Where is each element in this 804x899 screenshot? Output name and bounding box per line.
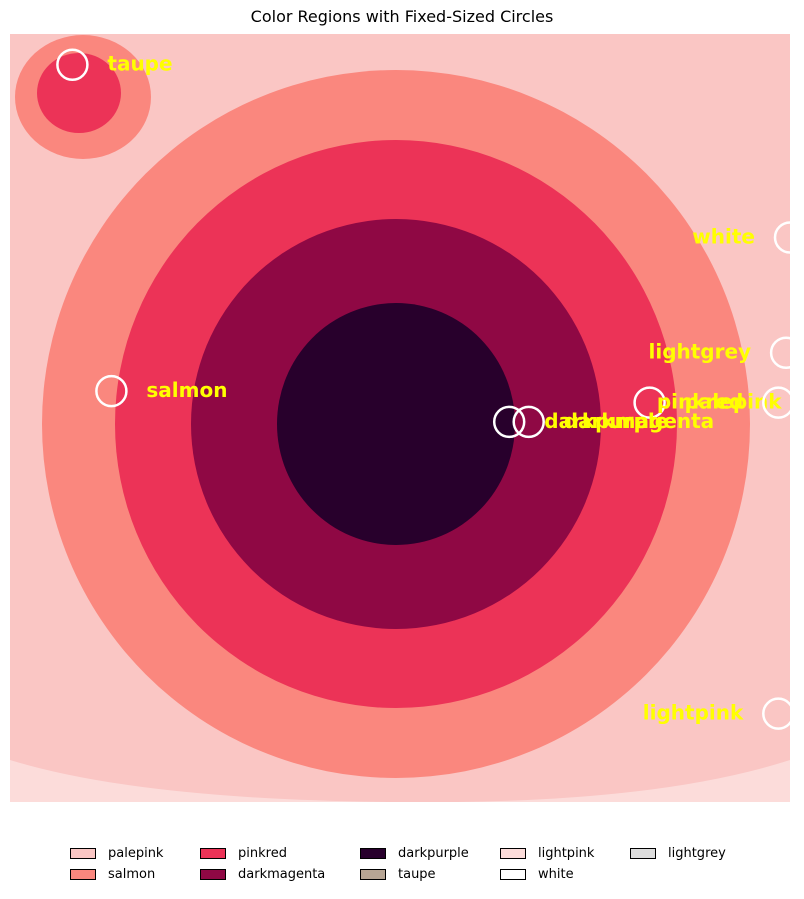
legend-swatch	[360, 868, 386, 880]
legend-swatch	[200, 868, 226, 880]
legend-swatch	[360, 847, 386, 859]
circle-label-darkmagenta: darkmagenta	[564, 409, 715, 433]
legend-item-darkpurple: darkpurple	[360, 843, 469, 863]
blob-pinkred	[37, 53, 121, 133]
legend-swatch	[500, 868, 526, 880]
legend-swatch	[70, 847, 96, 859]
circle-label-lightpink: lightpink	[643, 701, 744, 725]
circle-label-pinkred: pinkred	[657, 390, 743, 414]
legend-label: white	[538, 866, 574, 882]
circle-label-darkpurple: darkpurple	[544, 409, 668, 433]
legend-label: taupe	[398, 866, 436, 882]
legend-swatch	[500, 847, 526, 859]
circle-marker-pinkred	[762, 386, 795, 419]
legend-label: lightpink	[538, 845, 595, 861]
circle-marker-darkmagenta	[512, 405, 545, 439]
legend-item-lightgrey: lightgrey	[630, 843, 726, 863]
region-map	[10, 34, 790, 802]
circle-marker-salmon	[95, 374, 128, 408]
legend-label: salmon	[108, 866, 156, 882]
circle-label-salmon: salmon	[146, 378, 227, 402]
legend-item-pinkred: pinkred	[200, 843, 287, 863]
legend-swatch	[200, 847, 226, 859]
circle-marker-white	[773, 221, 804, 254]
legend-item-white: white	[500, 864, 574, 884]
legend-label: darkmagenta	[238, 866, 326, 882]
legend-label: palepink	[108, 845, 164, 861]
circle-marker-lightpink	[762, 697, 795, 730]
legend-label: darkpurple	[398, 845, 469, 861]
legend-label: lightgrey	[668, 845, 726, 861]
circle-marker-darkpurple	[492, 405, 526, 439]
circle-marker-taupe	[56, 48, 89, 81]
legend-item-darkmagenta: darkmagenta	[200, 864, 325, 884]
legend-item-salmon: salmon	[70, 864, 155, 884]
legend-item-lightpink: lightpink	[500, 843, 594, 863]
region-darkpurple	[277, 303, 515, 545]
circle-label-lightgrey: lightgrey	[648, 340, 751, 364]
legend-item-taupe: taupe	[360, 864, 436, 884]
circle-label-white: white	[692, 225, 755, 249]
circle-marker-lightgrey	[769, 336, 803, 369]
legend-swatch	[630, 847, 656, 859]
legend-swatch	[70, 868, 96, 880]
circle-marker-palepink	[633, 386, 666, 419]
legend-item-palepink: palepink	[70, 843, 163, 863]
circle-label-taupe: taupe	[107, 52, 172, 76]
legend-label: pinkred	[238, 845, 287, 861]
chart-title: Color Regions with Fixed-Sized Circles	[250, 7, 554, 26]
